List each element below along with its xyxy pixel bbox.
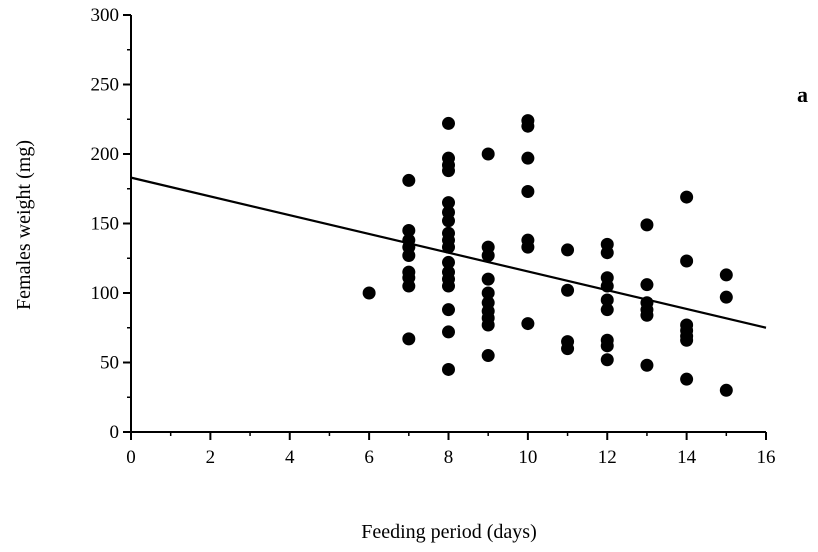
y-tick-label: 50 [100, 353, 119, 374]
data-point [600, 339, 614, 353]
data-point [719, 290, 733, 304]
data-point [640, 278, 654, 292]
data-point [442, 240, 455, 254]
data-point [680, 254, 694, 268]
panel-label: a [797, 82, 808, 107]
x-tick-label: 12 [598, 447, 617, 468]
data-point [481, 248, 495, 262]
x-tick-label: 0 [126, 447, 136, 468]
data-point [362, 286, 376, 300]
data-point [442, 164, 455, 178]
data-point [442, 362, 455, 376]
data-point [561, 342, 575, 356]
data-point [442, 303, 455, 317]
data-point [442, 325, 455, 339]
data-point [442, 279, 455, 293]
data-point [680, 190, 694, 204]
data-point [481, 147, 495, 161]
data-point [402, 332, 416, 346]
x-tick-label: 4 [285, 447, 295, 468]
data-point [680, 372, 694, 386]
data-point [521, 119, 535, 133]
data-point [719, 383, 733, 397]
data-point [442, 255, 455, 269]
y-tick-label: 100 [91, 283, 120, 304]
y-tick-label: 300 [91, 5, 120, 26]
data-point [521, 317, 535, 331]
y-tick-label: 250 [91, 75, 120, 96]
x-tick-label: 16 [757, 447, 776, 468]
data-point [640, 308, 654, 322]
data-point [481, 318, 495, 332]
data-point [402, 248, 416, 262]
x-tick-label: 10 [518, 447, 537, 468]
data-point [640, 218, 654, 232]
data-point [442, 116, 455, 130]
data-point [600, 303, 614, 317]
data-point [600, 353, 614, 367]
data-point [680, 333, 694, 347]
data-point [521, 185, 535, 199]
data-point [521, 151, 535, 165]
data-point [402, 173, 416, 187]
data-point [561, 243, 575, 257]
data-point [402, 223, 416, 237]
data-point [481, 272, 495, 286]
data-point [442, 196, 455, 210]
y-tick-label: 0 [110, 422, 120, 443]
x-tick-label: 8 [444, 447, 454, 468]
x-axis-title: Feeding period (days) [361, 521, 537, 543]
data-point [600, 279, 614, 293]
plot-area: 0 50 100 150 200 250 300 0 2 4 6 8 10 12 14 16 [91, 5, 776, 468]
x-tick-label: 6 [364, 447, 374, 468]
data-point [402, 279, 416, 293]
data-point [640, 358, 654, 372]
data-point [719, 268, 733, 282]
data-point [561, 283, 575, 297]
x-tick-label: 14 [677, 447, 697, 468]
data-point [481, 349, 495, 363]
data-point [600, 293, 614, 307]
data-point [442, 214, 455, 228]
data-point [521, 240, 535, 254]
data-point [600, 246, 614, 260]
y-tick-label: 200 [91, 144, 120, 165]
y-axis-title: Females weight (mg) [13, 140, 35, 310]
y-tick-label: 150 [91, 214, 120, 235]
x-tick-label: 2 [206, 447, 216, 468]
data-point [481, 286, 495, 300]
